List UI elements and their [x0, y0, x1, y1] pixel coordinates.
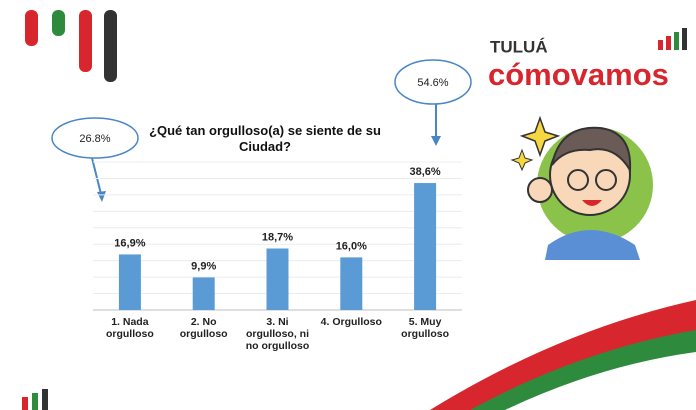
character-glasses — [567, 169, 589, 191]
annotation: 26.8% — [79, 133, 110, 145]
data-label: 16,9% — [114, 237, 145, 249]
data-label: 9,9% — [191, 260, 216, 272]
x-tick-label: 4. Orgulloso — [320, 316, 382, 328]
logo-bar — [674, 32, 679, 50]
character-mouth — [582, 200, 602, 206]
sparkle — [519, 115, 561, 158]
bar — [414, 183, 437, 310]
logo-bar — [52, 10, 65, 36]
character-body — [545, 230, 640, 260]
data-label: 18,7% — [262, 231, 293, 243]
bar — [192, 277, 215, 310]
brand-city: TULUÁ — [490, 37, 548, 56]
logo-bar — [666, 36, 671, 50]
x-tick-label: 1. Nada orgulloso — [105, 316, 154, 340]
callout — [394, 59, 472, 105]
callout-arrow — [431, 136, 441, 146]
swoosh — [505, 352, 696, 410]
character-glasses — [595, 169, 617, 191]
bar — [118, 254, 141, 310]
annotation: 54.6% — [417, 77, 448, 89]
x-tick-label: 3. Ni orgulloso, ni no orgulloso — [245, 316, 310, 352]
x-tick-label: 2. No orgulloso — [179, 316, 228, 340]
character-hand — [527, 177, 553, 203]
logo-bar — [104, 10, 117, 82]
logo-bar — [682, 28, 687, 50]
logo-bar — [22, 397, 28, 410]
brand-name: cómovamos — [488, 57, 669, 92]
callout-arrow — [97, 191, 106, 202]
character-hair — [551, 126, 632, 174]
logo-bar — [658, 40, 663, 50]
logo-bar — [32, 393, 38, 410]
bar — [340, 257, 363, 310]
logo-bar — [79, 10, 92, 72]
logo-bar — [25, 10, 38, 46]
x-tick-label: 5. Muy orgulloso — [401, 316, 450, 340]
bar — [266, 248, 289, 310]
data-label: 16,0% — [336, 240, 367, 252]
chart-title: ¿Qué tan orgulloso(a) se siente de su Ci… — [149, 123, 381, 154]
data-label: 38,6% — [409, 166, 440, 178]
sparkle — [510, 148, 534, 172]
callout — [51, 117, 139, 159]
logo-bar — [42, 389, 48, 410]
